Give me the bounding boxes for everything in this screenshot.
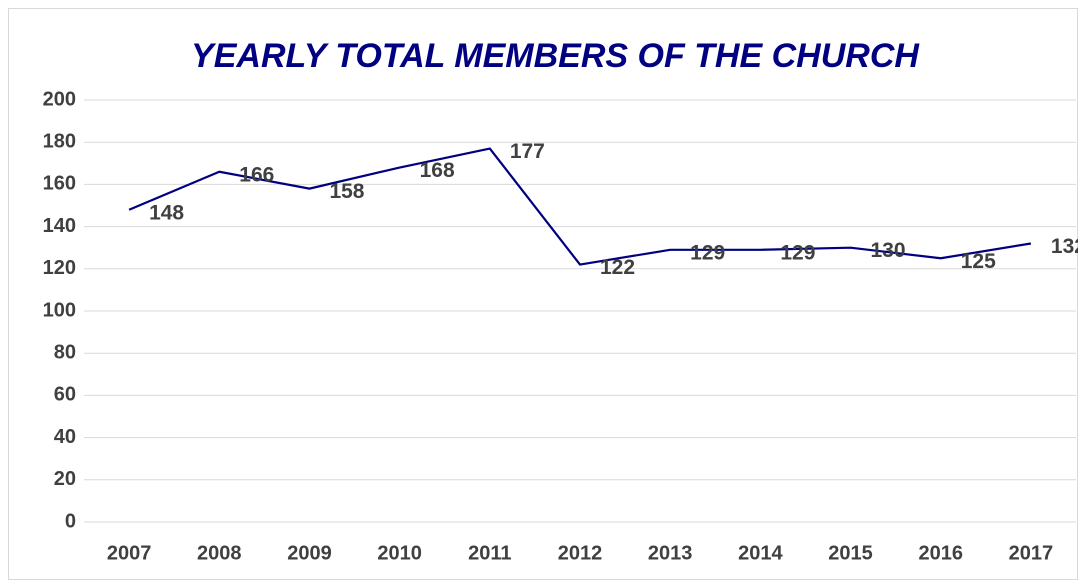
- data-label: 166: [239, 163, 274, 186]
- data-label: 158: [329, 180, 364, 203]
- line: [128, 147, 1032, 266]
- y-tick-label: 140: [43, 215, 76, 237]
- x-tick-label: 2007: [107, 542, 152, 564]
- y-tick-label: 100: [43, 299, 76, 321]
- y-tick-label: 20: [54, 468, 76, 490]
- x-tick-label: 2008: [197, 542, 242, 564]
- y-tick-label: 60: [54, 384, 76, 406]
- y-tick-label: 180: [43, 130, 76, 152]
- data-label: 125: [961, 250, 996, 273]
- data-label: 168: [420, 159, 455, 182]
- y-tick-label: 80: [54, 341, 76, 363]
- x-tick-label: 2009: [287, 542, 332, 564]
- x-tick-label: 2015: [828, 542, 873, 564]
- x-tick-label: 2016: [918, 542, 963, 564]
- data-label: 177: [510, 140, 545, 163]
- x-tick-label: 2017: [1009, 542, 1054, 564]
- y-tick-label: 120: [43, 257, 76, 279]
- chart-title: YEARLY TOTAL MEMBERS OF THE CHURCH: [191, 37, 920, 75]
- x-tick-label: 2011: [468, 542, 511, 564]
- y-tick-label: 40: [54, 426, 76, 448]
- y-tick-label: 0: [65, 510, 76, 532]
- data-label: 148: [149, 201, 184, 224]
- x-tick-label: 2013: [648, 542, 693, 564]
- x-tick-label: 2010: [377, 542, 422, 564]
- data-label: 122: [600, 256, 635, 279]
- data-label: 129: [690, 241, 725, 264]
- x-tick-label: 2014: [738, 542, 783, 564]
- y-tick-label: 200: [43, 88, 76, 110]
- data-label: 132: [1051, 235, 1078, 258]
- chart-frame: [8, 8, 1078, 580]
- data-label: 130: [871, 239, 906, 262]
- x-tick-label: 2012: [558, 542, 603, 564]
- y-tick-label: 160: [43, 173, 76, 195]
- data-label: 129: [780, 241, 815, 264]
